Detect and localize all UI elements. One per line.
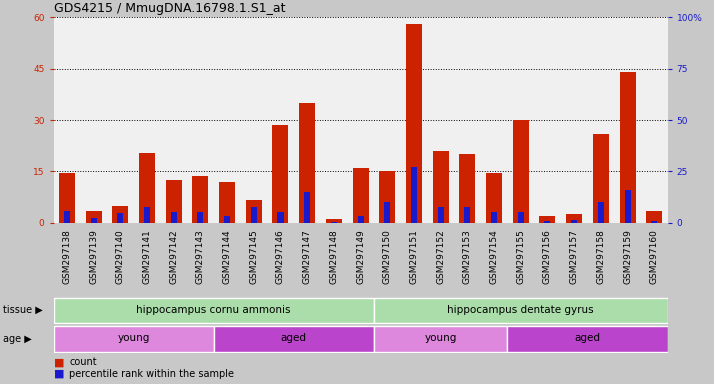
Bar — [593, 134, 609, 223]
Bar — [86, 211, 101, 223]
Text: ■: ■ — [54, 369, 64, 379]
Bar — [59, 173, 75, 223]
Bar — [166, 180, 181, 223]
Bar — [438, 207, 443, 223]
Bar — [598, 202, 604, 223]
Bar — [304, 192, 310, 223]
Text: young: young — [118, 333, 150, 343]
Bar — [353, 168, 368, 223]
Bar — [374, 298, 668, 323]
Bar — [406, 24, 422, 223]
Bar — [358, 215, 363, 223]
Bar — [91, 218, 96, 223]
Bar — [620, 72, 635, 223]
Bar — [144, 207, 150, 223]
Bar — [625, 190, 630, 223]
Bar — [251, 207, 257, 223]
Text: tissue ▶: tissue ▶ — [3, 305, 43, 315]
Text: percentile rank within the sample: percentile rank within the sample — [69, 369, 234, 379]
Bar — [486, 173, 502, 223]
Bar — [540, 216, 555, 223]
Bar — [299, 103, 315, 223]
Bar — [117, 214, 124, 223]
Bar — [219, 182, 235, 223]
Bar — [459, 154, 476, 223]
Bar — [491, 212, 497, 223]
Bar — [571, 220, 577, 223]
Bar — [651, 221, 658, 223]
Text: hippocampus cornu ammonis: hippocampus cornu ammonis — [136, 305, 291, 314]
Bar — [379, 171, 396, 223]
Bar — [518, 212, 524, 223]
Bar — [331, 222, 337, 223]
Text: hippocampus dentate gyrus: hippocampus dentate gyrus — [448, 305, 594, 314]
Text: young: young — [425, 333, 457, 343]
Bar — [566, 214, 582, 223]
Bar — [139, 152, 155, 223]
Bar — [544, 221, 550, 223]
Bar — [646, 211, 663, 223]
Bar — [464, 207, 471, 223]
Bar — [224, 215, 230, 223]
Bar — [171, 212, 177, 223]
Text: ■: ■ — [54, 358, 64, 367]
Bar — [246, 200, 262, 223]
Bar — [112, 205, 129, 223]
Bar — [374, 326, 508, 352]
Text: aged: aged — [281, 333, 307, 343]
Text: GDS4215 / MmugDNA.16798.1.S1_at: GDS4215 / MmugDNA.16798.1.S1_at — [54, 2, 285, 15]
Bar — [273, 125, 288, 223]
Bar — [384, 202, 391, 223]
Bar — [278, 212, 283, 223]
Bar — [513, 120, 529, 223]
Bar — [411, 167, 417, 223]
Bar — [197, 212, 203, 223]
Bar — [326, 219, 342, 223]
Text: aged: aged — [575, 333, 600, 343]
Bar — [54, 298, 374, 323]
Bar — [213, 326, 374, 352]
Bar — [54, 326, 213, 352]
Text: age ▶: age ▶ — [3, 334, 31, 344]
Bar — [64, 212, 70, 223]
Bar — [433, 151, 448, 223]
Text: count: count — [69, 358, 97, 367]
Bar — [192, 177, 208, 223]
Bar — [508, 326, 668, 352]
